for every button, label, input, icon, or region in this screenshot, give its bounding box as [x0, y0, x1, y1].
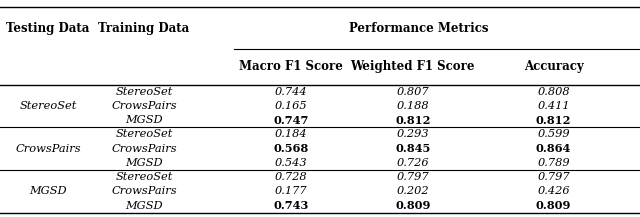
- Text: 0.812: 0.812: [536, 115, 572, 126]
- Text: 0.845: 0.845: [395, 143, 431, 154]
- Text: 0.599: 0.599: [538, 129, 570, 139]
- Text: StereoSet: StereoSet: [19, 101, 77, 111]
- Text: 0.165: 0.165: [275, 101, 307, 111]
- Text: 0.812: 0.812: [395, 115, 431, 126]
- Text: StereoSet: StereoSet: [115, 129, 173, 139]
- Text: 0.293: 0.293: [397, 129, 429, 139]
- Text: 0.411: 0.411: [538, 101, 570, 111]
- Text: 0.184: 0.184: [275, 129, 307, 139]
- Text: 0.728: 0.728: [275, 172, 307, 182]
- Text: StereoSet: StereoSet: [115, 172, 173, 182]
- Text: Weighted F1 Score: Weighted F1 Score: [351, 60, 475, 73]
- Text: MGSD: MGSD: [125, 158, 163, 168]
- Text: 0.807: 0.807: [397, 87, 429, 97]
- Text: MGSD: MGSD: [125, 201, 163, 210]
- Text: 0.797: 0.797: [397, 172, 429, 182]
- Text: Training Data: Training Data: [99, 22, 189, 35]
- Text: 0.797: 0.797: [538, 172, 570, 182]
- Text: 0.747: 0.747: [273, 115, 309, 126]
- Text: CrowsPairs: CrowsPairs: [111, 186, 177, 196]
- Text: 0.426: 0.426: [538, 186, 570, 196]
- Text: StereoSet: StereoSet: [115, 87, 173, 97]
- Text: Performance Metrics: Performance Metrics: [349, 22, 489, 35]
- Text: 0.809: 0.809: [536, 200, 572, 211]
- Text: 0.808: 0.808: [538, 87, 570, 97]
- Text: 0.726: 0.726: [397, 158, 429, 168]
- Text: MGSD: MGSD: [29, 186, 67, 196]
- Text: 0.744: 0.744: [275, 87, 307, 97]
- Text: Macro F1 Score: Macro F1 Score: [239, 60, 343, 73]
- Text: 0.177: 0.177: [275, 186, 307, 196]
- Text: 0.568: 0.568: [273, 143, 309, 154]
- Text: 0.809: 0.809: [395, 200, 431, 211]
- Text: Testing Data: Testing Data: [6, 22, 90, 35]
- Text: Accuracy: Accuracy: [524, 60, 584, 73]
- Text: CrowsPairs: CrowsPairs: [111, 144, 177, 154]
- Text: CrowsPairs: CrowsPairs: [111, 101, 177, 111]
- Text: MGSD: MGSD: [125, 115, 163, 125]
- Text: 0.188: 0.188: [397, 101, 429, 111]
- Text: 0.864: 0.864: [536, 143, 572, 154]
- Text: 0.743: 0.743: [273, 200, 309, 211]
- Text: 0.789: 0.789: [538, 158, 570, 168]
- Text: CrowsPairs: CrowsPairs: [15, 144, 81, 154]
- Text: 0.543: 0.543: [275, 158, 307, 168]
- Text: 0.202: 0.202: [397, 186, 429, 196]
